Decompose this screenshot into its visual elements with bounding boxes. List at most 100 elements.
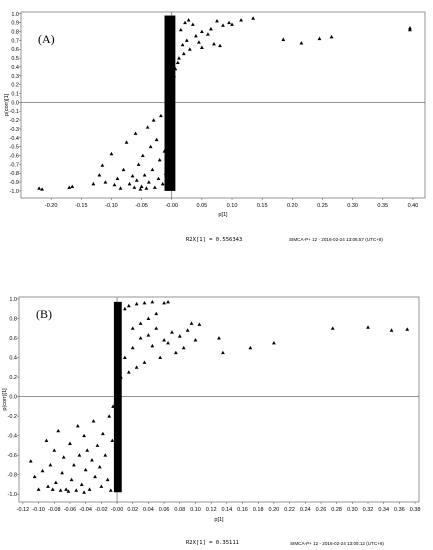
data-point bbox=[212, 41, 216, 46]
data-point bbox=[109, 151, 114, 156]
y-tick-label: 0.4 bbox=[11, 65, 19, 71]
y-tick-label: -1.0 bbox=[8, 492, 17, 498]
data-point bbox=[110, 438, 115, 443]
data-point bbox=[91, 419, 96, 423]
y-tick-label: 0.6 bbox=[9, 336, 17, 342]
x-tick-label: 0.26 bbox=[316, 507, 327, 513]
data-point bbox=[221, 23, 225, 27]
data-point bbox=[72, 463, 76, 467]
x-tick-label: -0.10 bbox=[105, 203, 118, 209]
data-point bbox=[158, 355, 163, 360]
data-point bbox=[150, 299, 155, 304]
y-tick-label: 0.4 bbox=[9, 356, 17, 362]
data-point bbox=[140, 153, 145, 158]
data-point bbox=[138, 187, 143, 191]
data-point bbox=[239, 18, 243, 22]
y-tick-label: 0.0 bbox=[9, 395, 17, 401]
data-point bbox=[50, 487, 55, 491]
data-point bbox=[190, 22, 195, 26]
data-point bbox=[154, 137, 159, 142]
y-tick-label: -0.6 bbox=[8, 453, 17, 459]
data-point bbox=[152, 185, 157, 189]
data-point bbox=[281, 37, 286, 41]
data-point bbox=[148, 144, 153, 149]
data-point bbox=[177, 56, 181, 60]
data-point bbox=[44, 438, 49, 443]
y-tick-label: 1.0 bbox=[11, 12, 19, 18]
data-point bbox=[405, 327, 410, 331]
data-point bbox=[130, 326, 135, 330]
data-point bbox=[103, 180, 108, 184]
data-point bbox=[56, 428, 61, 433]
data-point bbox=[193, 34, 198, 38]
y-tick-label: -0.6 bbox=[10, 153, 19, 159]
data-point bbox=[100, 163, 105, 167]
data-point bbox=[119, 375, 123, 379]
r2x-label: R2X[1] = 0.556343 bbox=[186, 237, 242, 243]
data-point bbox=[112, 182, 117, 187]
data-point bbox=[329, 34, 334, 39]
data-point bbox=[172, 73, 177, 78]
data-point bbox=[101, 431, 105, 436]
data-point bbox=[83, 467, 88, 472]
data-point bbox=[330, 326, 335, 330]
data-point bbox=[221, 350, 225, 355]
x-tick-label: -0.12 bbox=[17, 507, 30, 513]
data-point bbox=[166, 299, 170, 304]
data-point bbox=[187, 47, 192, 51]
data-point bbox=[150, 167, 155, 172]
data-point bbox=[173, 66, 178, 71]
plot-frame bbox=[18, 296, 420, 503]
data-point bbox=[58, 488, 63, 492]
data-point bbox=[118, 186, 123, 190]
data-point bbox=[28, 459, 33, 463]
plot-frame bbox=[20, 11, 426, 199]
x-tick-label: -0.10 bbox=[32, 507, 45, 513]
x-tick-label: -0.04 bbox=[79, 507, 92, 513]
x-tick-label: 0.40 bbox=[408, 203, 419, 209]
data-point bbox=[408, 26, 412, 30]
y-tick-label: -0.1 bbox=[10, 109, 19, 115]
data-point bbox=[46, 484, 50, 488]
data-point bbox=[91, 181, 96, 186]
data-point bbox=[82, 433, 86, 438]
data-point bbox=[70, 184, 75, 189]
x-tick-label: 0.05 bbox=[197, 203, 208, 209]
x-tick-label: 0.30 bbox=[347, 507, 358, 513]
data-point bbox=[93, 474, 97, 479]
data-point bbox=[130, 345, 135, 350]
data-point bbox=[156, 176, 161, 181]
data-point bbox=[139, 184, 144, 189]
data-point bbox=[177, 334, 182, 338]
data-point bbox=[142, 300, 147, 305]
y-tick-label: 0.1 bbox=[11, 91, 19, 97]
y-tick-label: -0.3 bbox=[10, 127, 19, 133]
data-point bbox=[186, 18, 191, 22]
x-tick-label: -0.02 bbox=[95, 507, 108, 513]
y-tick-label: 0.5 bbox=[11, 56, 19, 62]
data-point bbox=[134, 365, 139, 369]
y-tick-label: -0.8 bbox=[8, 473, 17, 479]
x-tick-label: 0.30 bbox=[347, 203, 358, 209]
x-tick-label: 0.22 bbox=[284, 507, 295, 513]
data-point bbox=[197, 322, 202, 326]
data-point bbox=[178, 27, 183, 32]
data-point bbox=[67, 185, 72, 189]
data-point bbox=[130, 173, 135, 178]
x-tick-label: -0.00 bbox=[165, 203, 178, 209]
y-tick-label: 0.3 bbox=[11, 74, 19, 80]
data-point bbox=[181, 345, 186, 350]
data-point bbox=[74, 488, 79, 492]
data-point bbox=[193, 338, 198, 342]
data-point bbox=[64, 487, 68, 491]
data-point bbox=[124, 140, 129, 144]
y-tick-label: 0.8 bbox=[11, 29, 19, 35]
panel-a-scatter: 1.0 0.9 0.8 0.7 0.6 0.5 0.4 0.3 0.2 0.1 0.0 -0.1 -0.… bbox=[4, 11, 426, 243]
data-point bbox=[126, 370, 131, 374]
x-tick-label: 0.32 bbox=[363, 507, 374, 513]
data-point bbox=[299, 41, 304, 45]
data-point bbox=[366, 325, 370, 329]
data-point bbox=[37, 186, 41, 190]
data-point bbox=[217, 336, 221, 340]
